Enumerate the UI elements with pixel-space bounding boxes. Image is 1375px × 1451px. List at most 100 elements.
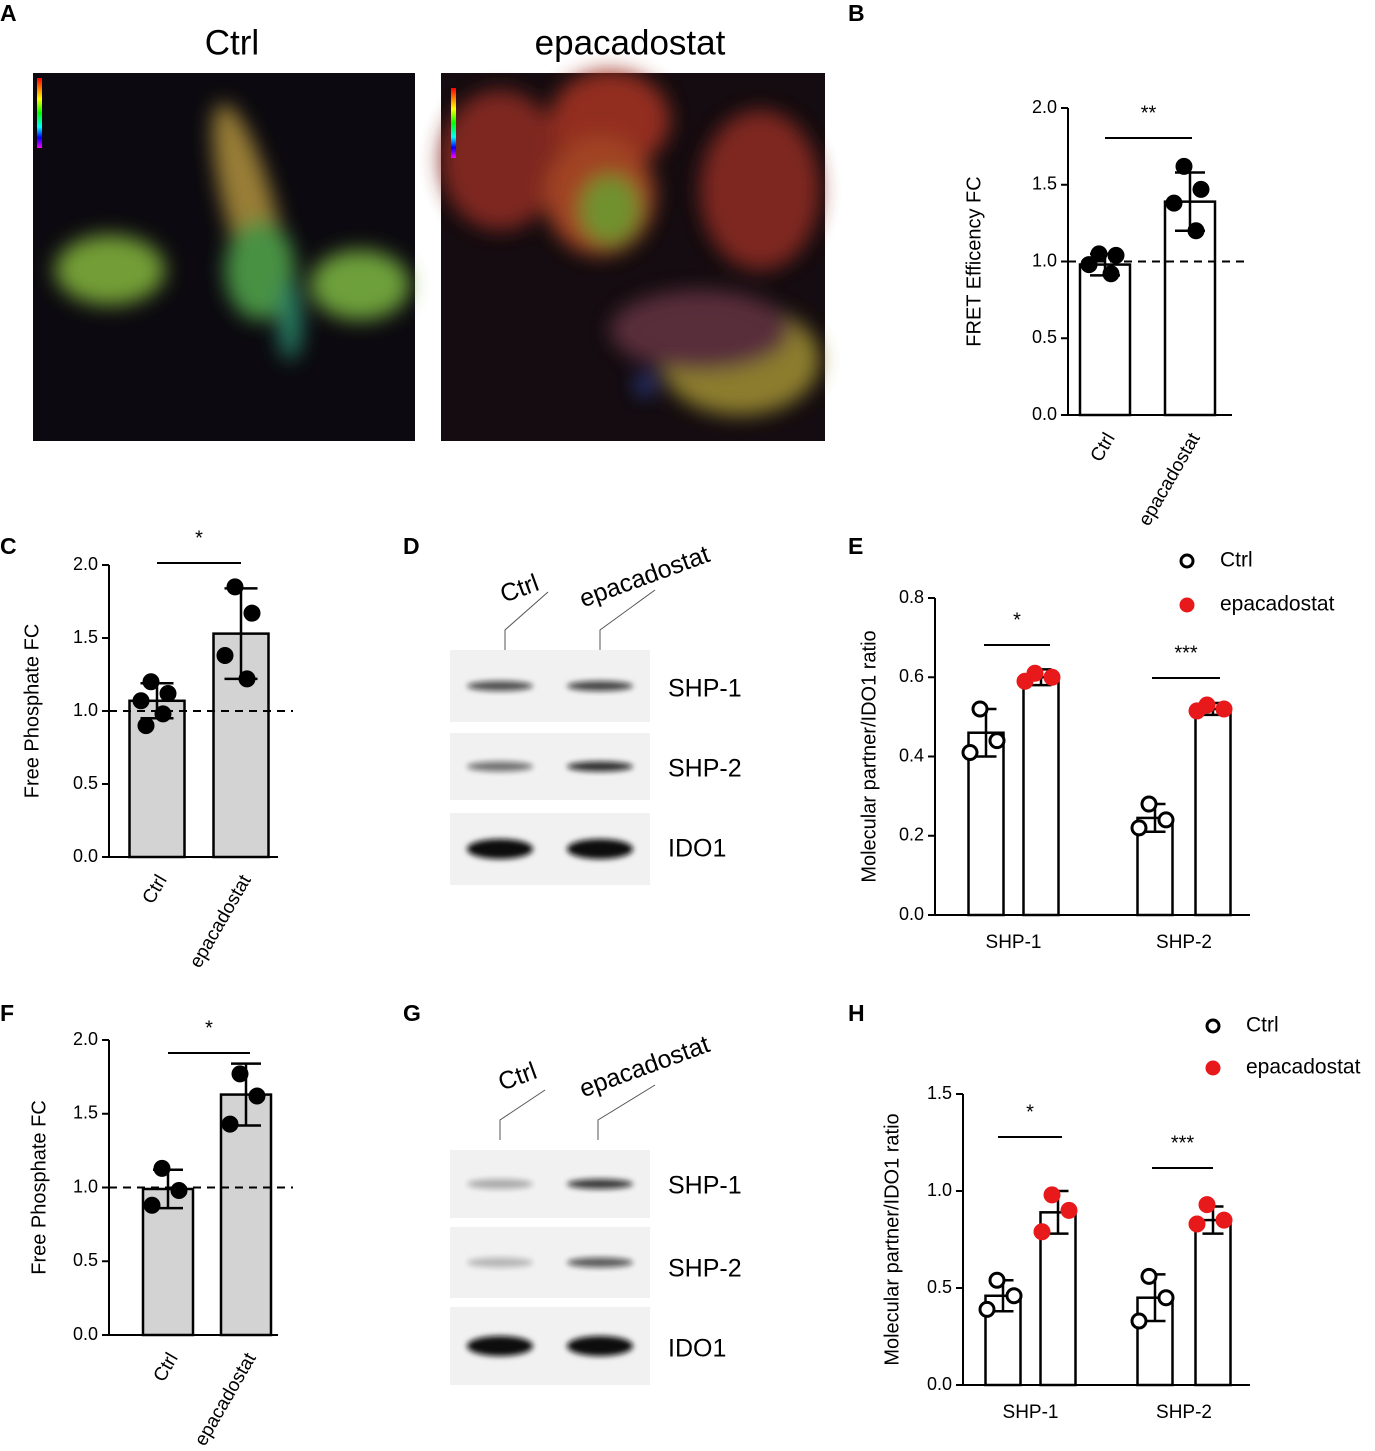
data-point: [1175, 157, 1193, 175]
legend-marker: [1205, 1060, 1221, 1076]
x-tick-label: Ctrl: [139, 872, 172, 908]
image-title: epacadostat: [535, 23, 726, 62]
bar: [1078, 263, 1132, 417]
data-point: [1157, 811, 1175, 829]
data-point: [221, 1115, 239, 1133]
data-point: [132, 692, 150, 710]
data-point: [159, 684, 177, 702]
panel-letter: A: [0, 0, 17, 26]
data-point: [231, 1065, 249, 1083]
blot-band: [567, 681, 633, 691]
significance-label: *: [1026, 1101, 1034, 1123]
y-tick-label: 1.0: [73, 700, 98, 720]
data-point: [238, 670, 256, 688]
data-point: [1140, 1267, 1158, 1285]
blot-band: [467, 681, 533, 691]
legend-label: Ctrl: [1246, 1014, 1279, 1037]
x-tick-label: epacadostat: [1135, 429, 1205, 530]
y-axis-label: Molecular partner/IDO1 ratio: [881, 1113, 903, 1365]
band-label: SHP-1: [668, 675, 742, 703]
blot-band: [567, 1257, 633, 1268]
y-tick-label: 0.5: [73, 1250, 98, 1270]
lane-label: Ctrl: [494, 1057, 540, 1097]
panel-letter: F: [0, 1000, 14, 1026]
data-point: [988, 732, 1006, 750]
data-point: [1130, 1312, 1148, 1330]
band-label: SHP-2: [668, 755, 742, 783]
data-point: [143, 1196, 161, 1214]
bar: [1194, 707, 1232, 917]
band-label: SHP-1: [668, 1172, 742, 1200]
blot-band: [567, 1336, 633, 1356]
y-tick-label: 2.0: [73, 1029, 98, 1049]
legend-label: epacadostat: [1246, 1056, 1361, 1079]
data-point: [1215, 700, 1233, 718]
data-point: [1188, 1215, 1206, 1233]
data-point: [1192, 180, 1210, 198]
significance-label: *: [1013, 609, 1021, 631]
x-tick-label: epacadostat: [186, 871, 256, 972]
panel-letter: G: [403, 1000, 421, 1026]
y-tick-label: 0.4: [899, 745, 924, 765]
microscopy-epacadostat: [440, 70, 825, 441]
bar: [967, 731, 1005, 917]
data-point: [216, 647, 234, 665]
lane-bracket: [499, 1089, 546, 1140]
x-tick-label: SHP-2: [1156, 1402, 1212, 1423]
data-point: [226, 578, 244, 596]
x-tick-label: Ctrl: [150, 1350, 183, 1386]
data-point: [170, 1181, 188, 1199]
data-point: [1043, 1186, 1061, 1204]
blot-band: [467, 839, 533, 859]
x-tick-label: SHP-2: [1156, 932, 1212, 953]
data-point: [142, 673, 160, 691]
data-point: [153, 1159, 171, 1177]
data-point: [961, 744, 979, 762]
y-tick-label: 1.0: [73, 1176, 98, 1196]
data-point: [1043, 668, 1061, 686]
y-tick-label: 0.0: [1032, 404, 1057, 424]
legend-marker: [1179, 553, 1195, 569]
data-point: [1188, 702, 1206, 720]
y-tick-label: 1.5: [927, 1083, 952, 1103]
data-point: [1107, 246, 1125, 264]
bar: [1039, 1211, 1077, 1387]
data-point: [1080, 256, 1098, 274]
y-tick-label: 0.5: [1032, 327, 1057, 347]
data-point: [1102, 265, 1120, 283]
band-label: IDO1: [668, 1335, 726, 1363]
legend-marker: [1205, 1018, 1221, 1034]
microscopy-ctrl: [33, 73, 415, 441]
bar: [219, 1093, 273, 1337]
y-tick-label: 0.0: [73, 846, 98, 866]
data-point: [1198, 1196, 1216, 1214]
bar: [1194, 1218, 1232, 1387]
data-point: [248, 1087, 266, 1105]
data-point: [1060, 1201, 1078, 1219]
y-tick-label: 1.0: [1032, 250, 1057, 270]
y-tick-label: 0.8: [899, 587, 924, 607]
band-label: IDO1: [668, 835, 726, 863]
data-point: [1140, 795, 1158, 813]
data-point: [1005, 1287, 1023, 1305]
data-point: [1165, 194, 1183, 212]
legend-label: Ctrl: [1220, 549, 1253, 572]
y-tick-label: 2.0: [1032, 97, 1057, 117]
bar: [1163, 200, 1217, 417]
data-point: [154, 705, 172, 723]
data-point: [1157, 1289, 1175, 1307]
y-tick-label: 0.5: [73, 773, 98, 793]
lane-label: epacadostat: [576, 1030, 714, 1103]
significance-label: *: [205, 1017, 213, 1039]
x-tick-label: SHP-1: [1003, 1402, 1059, 1423]
y-tick-label: 1.0: [927, 1180, 952, 1200]
panel-letter: D: [403, 533, 420, 559]
legend-label: epacadostat: [1220, 593, 1335, 616]
y-tick-label: 1.5: [73, 627, 98, 647]
x-tick-label: Ctrl: [1087, 430, 1120, 466]
y-tick-label: 1.5: [73, 1103, 98, 1123]
blot-band: [567, 761, 633, 772]
y-tick-label: 0.6: [899, 666, 924, 686]
blot-band: [467, 761, 533, 772]
